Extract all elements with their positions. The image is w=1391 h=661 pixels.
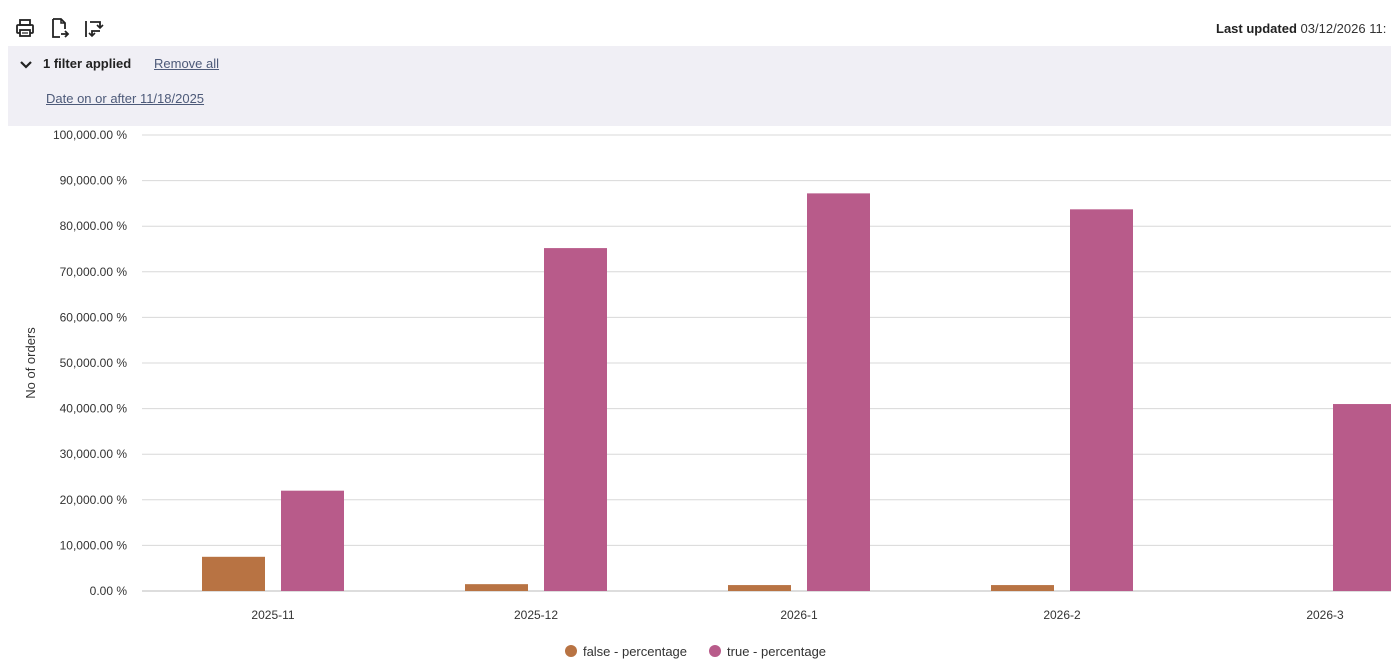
filter-chip-date[interactable]: Date on or after 11/18/2025 (46, 91, 205, 106)
y-tick-label: 90,000.00 % (60, 174, 128, 188)
filter-panel: 1 filter applied Remove all Date on or a… (8, 46, 1391, 126)
chart-legend: false - percentage true - percentage (0, 642, 1391, 660)
export-file-icon (52, 18, 70, 38)
bar-false-2026-1[interactable] (728, 585, 791, 591)
y-tick-label: 10,000.00 % (60, 538, 128, 552)
last-updated: Last updated 03/12/2026 11: (1216, 21, 1386, 36)
chart: 0.00 % 10,000.00 % 20,000.00 % 30,000.00 % 4… (23, 128, 1391, 622)
legend-label-false: false - percentage (582, 643, 688, 659)
x-tick-label: 2025-11 (251, 608, 294, 622)
chevron-down-icon[interactable] (19, 58, 33, 72)
y-tick-label: 60,000.00 % (60, 310, 128, 324)
export-button[interactable] (49, 17, 71, 39)
x-tick-label: 2026-1 (780, 608, 818, 622)
bar-true-2026-1[interactable] (807, 193, 870, 592)
swap-axes-icon (85, 21, 104, 38)
bar-true-2025-12[interactable] (544, 248, 607, 591)
bar-false-2025-11[interactable] (202, 556, 265, 591)
x-tick-label: 2025-12 (514, 608, 558, 622)
toolbar: Last updated 03/12/2026 11: (0, 0, 1391, 46)
legend-label-true: true - percentage (727, 643, 827, 659)
bar-false-2026-2[interactable] (991, 585, 1054, 591)
y-tick-label: 40,000.00 % (60, 402, 128, 416)
y-tick-label: 0.00 % (90, 584, 128, 598)
bar-true-2026-2[interactable] (1070, 209, 1133, 591)
last-updated-value: 03/12/2026 11: (1300, 21, 1387, 36)
y-tick-label: 50,000.00 % (60, 356, 128, 370)
x-tick-label: 2026-2 (1043, 608, 1081, 622)
legend-item-true[interactable]: true - percentage (709, 642, 826, 660)
y-tick-label: 100,000.00 % (53, 128, 127, 142)
x-tick-label: 2026-3 (1306, 608, 1344, 622)
filter-count: 1 filter applied (43, 56, 132, 71)
y-tick-label: 80,000.00 % (60, 219, 128, 233)
print-button[interactable] (14, 17, 36, 39)
last-updated-label: Last updated (1216, 21, 1297, 36)
remove-all-link[interactable]: Remove all (154, 56, 220, 71)
y-tick-label: 70,000.00 % (60, 265, 128, 279)
swap-axes-button[interactable] (83, 17, 105, 39)
y-axis-label: No of orders (23, 327, 38, 399)
legend-swatch-false (564, 645, 577, 657)
legend-item-false[interactable]: false - percentage (564, 642, 688, 660)
legend-swatch-true (709, 645, 722, 657)
bar-true-2025-11[interactable] (281, 490, 344, 591)
bar-false-2025-12[interactable] (465, 584, 528, 591)
printer-icon (16, 19, 34, 37)
y-tick-label: 30,000.00 % (60, 447, 128, 461)
bar-true-2026-3[interactable] (1333, 404, 1391, 591)
y-tick-label: 20,000.00 % (60, 493, 128, 507)
